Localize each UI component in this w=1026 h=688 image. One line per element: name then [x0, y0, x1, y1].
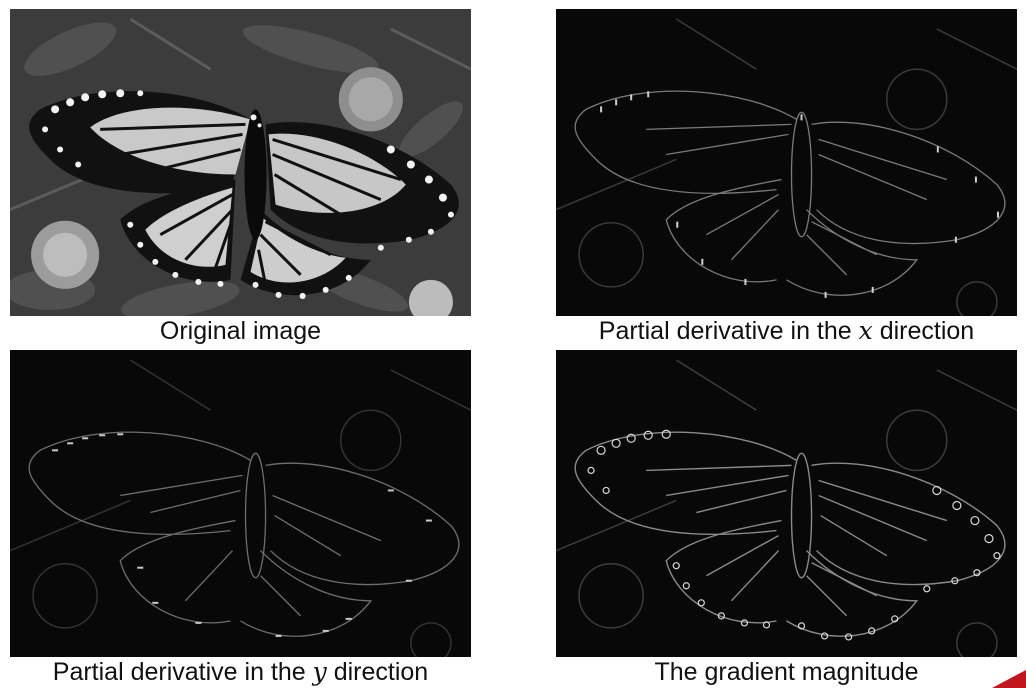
original-image-caption: Original image — [159, 317, 322, 345]
x-derivative-panel — [556, 9, 1017, 316]
original-image-panel — [10, 9, 471, 316]
butterfly-gradient-magnitude — [556, 350, 1017, 657]
y-derivative-caption: Partial derivative in the y direction — [10, 657, 471, 687]
y-derivative-caption-prefix: Partial derivative in the — [52, 658, 313, 686]
gradient-magnitude-caption: The gradient magnitude — [654, 658, 919, 686]
x-derivative-caption-suffix: direction — [872, 317, 975, 345]
butterfly-y-derivative — [10, 350, 471, 657]
butterfly-x-derivative — [556, 9, 1017, 316]
y-derivative-panel — [10, 350, 471, 657]
gradient-magnitude-panel — [556, 350, 1017, 657]
butterfly-grayscale-photo — [10, 9, 471, 316]
x-derivative-caption: Partial derivative in the x direction — [556, 316, 1017, 346]
y-derivative-caption-suffix: direction — [326, 658, 429, 686]
x-derivative-caption-prefix: Partial derivative in the — [598, 317, 859, 345]
y-variable: y — [312, 657, 327, 686]
slide-corner-accent — [992, 670, 1026, 688]
x-variable: x — [858, 316, 873, 345]
